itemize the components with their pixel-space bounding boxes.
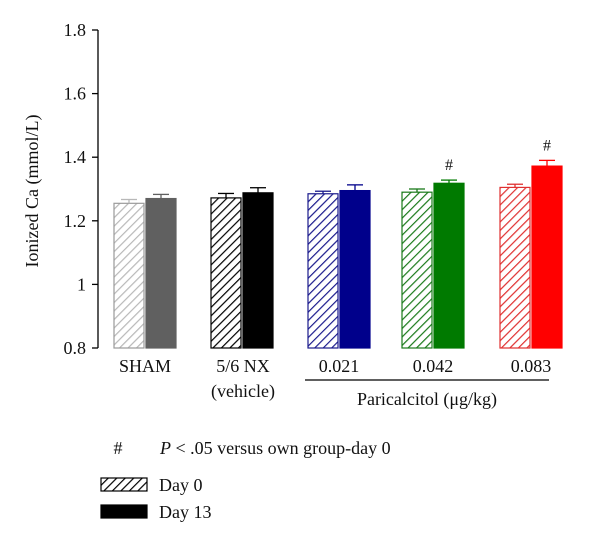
bracket-label: Paricalcitol (μg/kg) [357,389,497,410]
legend: # P < .05 versus own group-day 0 Day 0 Day … [100,438,391,522]
legend-label: Day 0 [159,475,203,495]
category-labels: SHAM 5/6 NX (vehicle) 0.021 0.042 0.083 Parica… [119,356,551,410]
y-axis-title: Ionized Ca (mmol/L) [22,115,43,268]
legend-note-p: P [159,438,171,458]
y-tick-label: 1 [77,274,86,294]
legend-note-text: < .05 versus own group-day 0 [171,438,391,458]
category-label: 0.042 [413,356,454,376]
y-tick-label: 1.6 [64,84,87,104]
bar-day-0 [113,202,145,349]
significance-marker: # [543,137,551,154]
y-tick-label: 1.8 [64,20,87,40]
bar-day-0 [499,186,531,349]
category-label: 0.021 [319,356,360,376]
bar-day-13 [145,197,177,349]
legend-label: Day 13 [159,502,212,522]
bar-day-13 [433,182,465,349]
bar-day-0 [401,191,433,349]
legend-note-symbol: # [114,438,123,458]
bars: ## [113,137,563,349]
bar-day-13 [242,192,274,349]
legend-swatch [100,477,148,492]
bar-day-0 [307,193,339,349]
bar-day-13 [339,189,371,349]
significance-marker: # [445,157,453,174]
category-label: (vehicle) [211,381,275,402]
y-tick-label: 1.2 [64,211,87,231]
category-label: 5/6 NX [216,356,270,376]
bar-day-0 [210,197,242,349]
legend-swatch [100,504,148,519]
y-tick-label: 1.4 [64,147,87,167]
category-label: 0.083 [511,356,552,376]
category-label: SHAM [119,356,171,376]
legend-note: P < .05 versus own group-day 0 [159,438,391,458]
y-tick-label: 0.8 [64,338,87,358]
bar-day-13 [531,165,563,349]
axes: 0.8 1 1.2 1.4 1.6 1.8 Ionized Ca (mmol/L) [22,20,99,358]
